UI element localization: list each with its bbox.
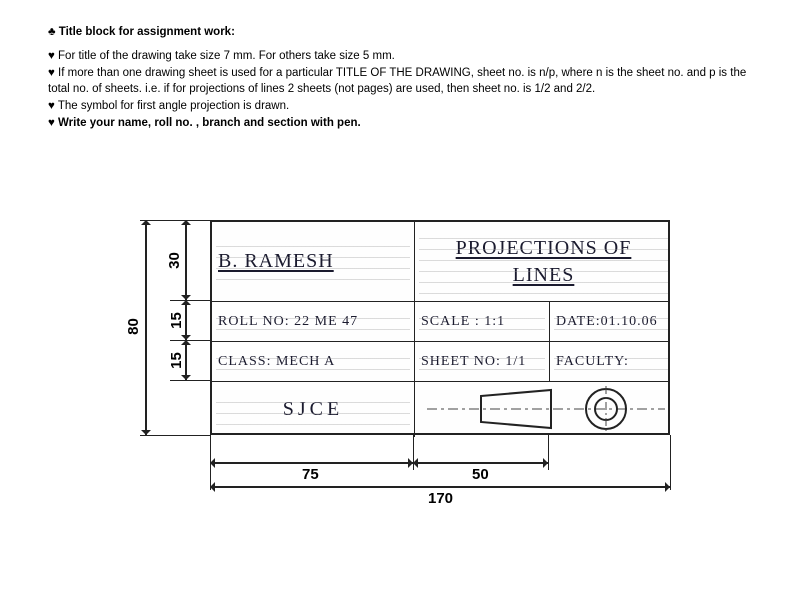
- heading-text: Title block for assignment work:: [59, 26, 235, 38]
- titleblock-diagram: 80 30 15 15 75 50 170 B. RAMESH: [90, 200, 730, 560]
- cell-name: B. RAMESH: [212, 222, 415, 301]
- cell-sheetno: SHEET NO: 1/1: [415, 342, 550, 381]
- dim-170-label: 170: [428, 490, 453, 507]
- cell-faculty: FACULTY:: [550, 342, 672, 381]
- dim-80-label: 80: [125, 318, 142, 335]
- dim-line-80: [145, 220, 147, 435]
- dim-line-15a: [185, 300, 187, 340]
- dim-line-50: [413, 462, 548, 464]
- cell-scale: SCALE : 1:1: [415, 302, 550, 341]
- titleblock-table: B. RAMESH PROJECTIONS OF LINES ROLL NO: …: [210, 220, 670, 435]
- bullet-3: ♥ The symbol for first angle projection …: [48, 98, 752, 114]
- instructions-text: ♣ Title block for assignment work: ♥ For…: [0, 0, 800, 143]
- dim-line-30: [185, 220, 187, 300]
- cell-projection-symbol: [415, 382, 672, 437]
- heart-icon: ♥: [48, 117, 55, 129]
- dim-line-170: [210, 486, 670, 488]
- row-4: SJCE: [212, 382, 668, 437]
- heart-icon: ♥: [48, 67, 55, 79]
- dim-15a-label: 15: [168, 312, 185, 329]
- bullet-4: ♥ Write your name, roll no. , branch and…: [48, 115, 752, 131]
- heart-icon: ♥: [48, 50, 55, 62]
- row-2: ROLL NO: 22 ME 47 SCALE : 1:1 DATE:01.10…: [212, 302, 668, 342]
- row-1: B. RAMESH PROJECTIONS OF LINES: [212, 222, 668, 302]
- cell-title: PROJECTIONS OF LINES: [415, 222, 672, 301]
- dim-15b-label: 15: [168, 352, 185, 369]
- bullet-1: ♥ For title of the drawing take size 7 m…: [48, 48, 752, 64]
- dim-50-label: 50: [472, 466, 489, 483]
- dim-line-75: [210, 462, 413, 464]
- bullet-2: ♥ If more than one drawing sheet is used…: [48, 65, 752, 97]
- cell-rollno: ROLL NO: 22 ME 47: [212, 302, 415, 341]
- cell-class: CLASS: MECH A: [212, 342, 415, 381]
- row-3: CLASS: MECH A SHEET NO: 1/1 FACULTY:: [212, 342, 668, 382]
- first-angle-projection-icon: [421, 384, 671, 434]
- dim-75-label: 75: [302, 466, 319, 483]
- cell-institute: SJCE: [212, 382, 415, 437]
- heading: ♣ Title block for assignment work:: [48, 24, 752, 40]
- heart-icon: ♥: [48, 100, 55, 112]
- cell-date: DATE:01.10.06: [550, 302, 672, 341]
- dim-line-15b: [185, 340, 187, 380]
- club-icon: ♣: [48, 26, 56, 38]
- dim-30-label: 30: [166, 252, 183, 269]
